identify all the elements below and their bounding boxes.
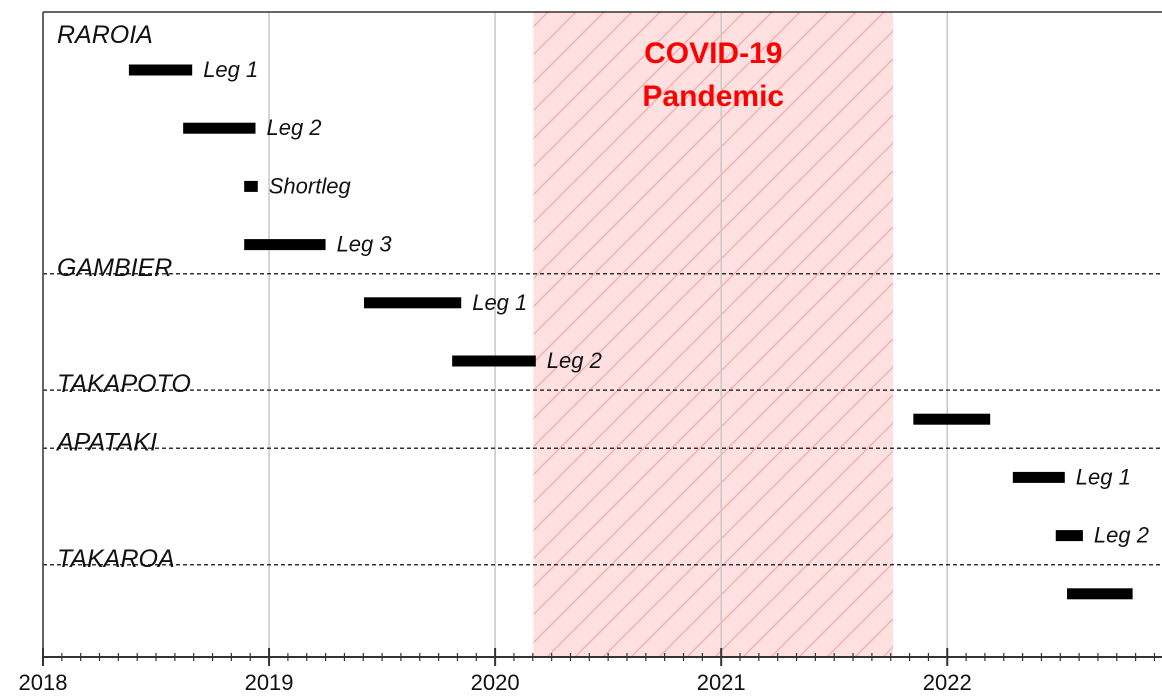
leg-label-raroia-leg-1: Leg 1	[203, 57, 258, 82]
bar-gambier-leg-2	[452, 355, 536, 367]
bar-gambier-leg-1	[364, 297, 462, 309]
covid-period-hatch	[533, 12, 893, 657]
covid-label-line-1: COVID-19	[644, 37, 782, 70]
atoll-label-raroia: RAROIA	[57, 21, 153, 49]
bar-apataki-leg-2	[1055, 530, 1083, 542]
leg-label-gambier-leg-2: Leg 2	[547, 348, 602, 373]
atoll-label-takapoto: TAKAPOTO	[57, 370, 191, 398]
covid-label-line-2: Pandemic	[642, 80, 784, 113]
leg-label-raroia-leg-2: Leg 2	[266, 115, 321, 140]
bar-apataki-leg-1	[1012, 471, 1065, 483]
atoll-label-gambier: GAMBIER	[57, 254, 172, 282]
bar-takaroa-campaign	[1067, 588, 1133, 600]
bar-raroia-leg-3	[244, 239, 326, 251]
x-tick-label-2020: 2020	[471, 670, 520, 695]
atoll-label-apataki: APATAKI	[55, 428, 157, 456]
atoll-label-takaroa: TAKAROA	[57, 545, 175, 573]
x-tick-label-2019: 2019	[245, 670, 294, 695]
leg-label-gambier-leg-1: Leg 1	[472, 290, 527, 315]
x-tick-label-2018: 2018	[19, 670, 68, 695]
x-tick-label-2022: 2022	[923, 670, 972, 695]
bar-raroia-leg-1	[128, 64, 193, 76]
leg-label-raroia-shortleg: Shortleg	[269, 173, 352, 198]
x-tick-label-2021: 2021	[697, 670, 746, 695]
bar-raroia-leg-2	[183, 122, 256, 134]
bar-takapoto-campaign	[913, 413, 991, 425]
leg-label-raroia-leg-3: Leg 3	[337, 232, 393, 257]
leg-label-apataki-leg-2: Leg 2	[1094, 523, 1149, 548]
leg-label-apataki-leg-1: Leg 1	[1076, 464, 1131, 489]
bar-raroia-shortleg	[244, 180, 258, 192]
